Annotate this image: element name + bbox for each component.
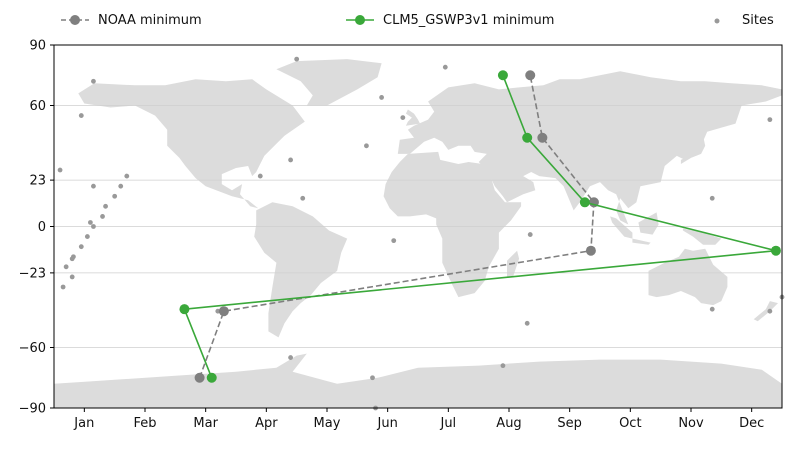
- series-point-clm5-2: [770, 245, 781, 256]
- land-new-zealand: [753, 301, 778, 322]
- land-eurasia: [397, 71, 782, 225]
- site-point-13: [118, 183, 124, 189]
- x-tick-label-apr: Apr: [255, 416, 278, 431]
- series-point-clm5-5: [497, 70, 508, 81]
- site-point-35: [709, 306, 715, 312]
- site-point-11: [103, 203, 108, 209]
- legend-item-clm5: CLM5_GSWP3v1 minimum: [345, 10, 554, 30]
- land-north-america: [78, 79, 305, 209]
- site-point-18: [215, 308, 221, 314]
- land-indonesia-2: [632, 238, 651, 245]
- x-tick-label-jun: Jun: [377, 416, 398, 431]
- site-point-21: [288, 355, 293, 360]
- legend-item-noaa: NOAA minimum: [60, 10, 202, 30]
- site-point-27: [379, 95, 384, 100]
- site-point-33: [527, 232, 533, 237]
- site-point-36: [767, 117, 773, 123]
- legend: NOAA minimum CLM5_GSWP3v1 minimum Sites: [0, 0, 800, 40]
- series-point-noaa-5: [525, 70, 536, 81]
- site-point-1: [60, 284, 66, 290]
- land-greenland: [276, 59, 382, 106]
- site-point-37: [767, 308, 773, 314]
- site-point-7: [84, 234, 90, 239]
- x-tick-label-dec: Dec: [739, 416, 764, 431]
- land-south-america: [254, 202, 348, 338]
- series-lines: [179, 70, 781, 383]
- site-point-15: [91, 183, 96, 189]
- x-axis-ticks: Jan Feb Mar Apr May Jun Jul Aug Sep Oct Nov Dec: [73, 408, 764, 431]
- site-point-29: [400, 115, 406, 120]
- land-indonesia-1: [610, 216, 633, 239]
- site-point-24: [364, 143, 369, 149]
- series-point-noaa-0: [194, 372, 205, 383]
- y-tick-label--60: −60: [19, 341, 46, 356]
- legend-clm5-swatch-icon: [346, 15, 374, 25]
- legend-sites-swatch-icon: [714, 18, 720, 24]
- y-tick-label-60: 60: [29, 99, 46, 114]
- land-africa: [383, 151, 522, 298]
- site-point-10: [100, 214, 105, 219]
- site-point-19: [257, 173, 263, 179]
- x-tick-label-mar: Mar: [193, 416, 218, 431]
- series-point-clm5-4: [522, 132, 533, 143]
- y-tick-label-0: 0: [38, 220, 46, 235]
- site-point-23: [294, 56, 300, 62]
- series-line-noaa: [198, 75, 595, 379]
- land-new-guinea: [682, 228, 722, 245]
- legend-clm5-label: CLM5_GSWP3v1 minimum: [383, 12, 555, 28]
- series-point-noaa-2: [585, 245, 596, 256]
- site-point-34: [709, 195, 715, 201]
- series-point-clm5-0: [206, 372, 217, 383]
- x-tick-label-jul: Jul: [439, 416, 456, 431]
- site-point-8: [88, 220, 93, 225]
- series-point-noaa-1: [218, 306, 229, 317]
- site-point-26: [370, 375, 375, 381]
- legend-noaa-swatch-icon: [61, 15, 89, 25]
- series-line-clm5: [183, 75, 777, 379]
- series-point-clm5-1: [179, 304, 190, 315]
- x-tick-label-oct: Oct: [619, 416, 641, 431]
- site-point-0: [57, 167, 63, 173]
- site-point-30: [442, 64, 448, 70]
- site-point-6: [78, 244, 84, 250]
- site-point-2: [63, 264, 69, 270]
- site-point-22: [300, 195, 306, 201]
- series-point-clm5-3: [579, 197, 590, 208]
- land-borneo: [638, 212, 659, 235]
- x-tick-label-sep: Sep: [557, 416, 582, 431]
- site-point-9: [91, 224, 96, 229]
- x-tick-label-may: May: [314, 416, 341, 431]
- land-australia: [648, 248, 728, 306]
- y-tick-label-90: 90: [29, 39, 46, 54]
- site-point-14: [124, 173, 130, 179]
- site-point-17: [91, 78, 96, 84]
- x-tick-label-aug: Aug: [496, 416, 521, 431]
- legend-sites-label: Sites: [742, 12, 774, 28]
- series-point-noaa-4: [537, 132, 548, 143]
- gridlines: [54, 105, 782, 348]
- y-tick-label-23: 23: [29, 174, 46, 189]
- y-tick-label--23: −23: [19, 266, 46, 281]
- site-point-28: [391, 238, 397, 244]
- site-point-12: [112, 193, 118, 199]
- x-tick-label-jan: Jan: [73, 416, 94, 431]
- x-tick-label-feb: Feb: [133, 416, 156, 431]
- site-point-5: [69, 274, 75, 280]
- sites-scatter: [57, 56, 785, 411]
- land-antarctica: [54, 353, 782, 408]
- site-point-32: [524, 320, 530, 326]
- site-point-31: [500, 363, 506, 369]
- legend-item-sites: Sites: [704, 10, 774, 30]
- y-axis-ticks: 90 60 23 0 −23 −60 −90: [19, 39, 54, 417]
- land-japan: [680, 135, 706, 164]
- site-point-4: [71, 254, 76, 260]
- y-tick-label--90: −90: [19, 402, 46, 417]
- site-point-16: [78, 113, 84, 118]
- x-tick-label-nov: Nov: [678, 416, 704, 431]
- world-map-background: [54, 59, 782, 408]
- site-point-20: [288, 157, 293, 163]
- land-uk: [405, 109, 420, 126]
- legend-noaa-label: NOAA minimum: [98, 12, 202, 28]
